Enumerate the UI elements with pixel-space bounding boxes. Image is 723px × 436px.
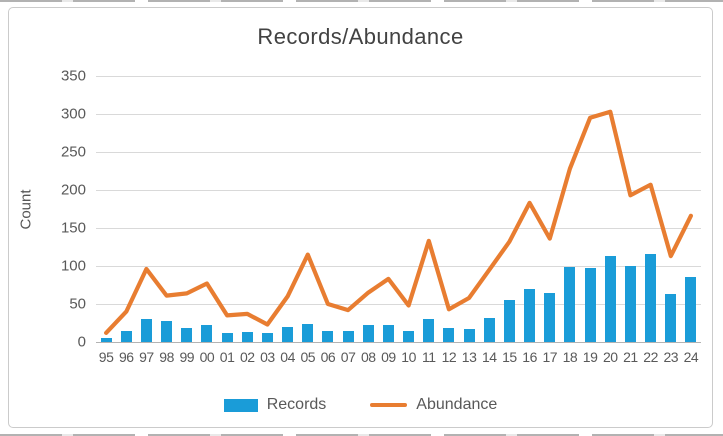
x-tick-label-21: 21 <box>623 349 638 365</box>
x-tick-label-01: 01 <box>219 349 235 365</box>
x-tick-label-10: 10 <box>401 349 416 365</box>
bar-09 <box>382 324 394 342</box>
bar-99 <box>181 328 193 342</box>
bar-24 <box>685 277 697 342</box>
bar-96 <box>120 330 132 342</box>
bar-97 <box>140 319 152 342</box>
x-tick-label-98: 98 <box>159 349 174 365</box>
bar-21 <box>624 266 636 342</box>
bar-95 <box>100 338 112 342</box>
abundance-line <box>104 109 694 335</box>
x-tick-label-24: 24 <box>683 349 699 365</box>
x-tick-label-04: 04 <box>280 349 295 365</box>
x-tick-label-22: 22 <box>643 349 658 365</box>
abundance-swatch-icon <box>370 402 408 408</box>
x-tick-label-19: 19 <box>582 349 598 365</box>
bar-02 <box>241 332 253 342</box>
x-tick-label-15: 15 <box>502 349 517 365</box>
bar-06 <box>322 330 334 342</box>
plot-area: 0 50 100 150 200 250 300 350 95 96 97 98 99 00 01 02 03… <box>61 68 701 365</box>
x-tick-label-13: 13 <box>461 349 477 365</box>
gridline-50 <box>96 304 701 305</box>
spreadsheet-gridline-top <box>0 0 723 2</box>
bar-22 <box>645 253 657 342</box>
x-tick-label-06: 06 <box>320 349 336 365</box>
y-tick-label-150: 150 <box>60 219 86 237</box>
x-axis-line <box>96 342 701 343</box>
legend-item-abundance[interactable]: Abundance <box>370 396 497 414</box>
bar-17 <box>544 292 556 342</box>
x-tick-label-99: 99 <box>179 349 195 365</box>
bar-10 <box>403 330 415 342</box>
chart-title: Records/Abundance <box>257 24 464 49</box>
bar-12 <box>443 328 455 342</box>
x-tick-label-18: 18 <box>562 349 578 365</box>
chart-container[interactable]: Records/Abundance Count 0 50 100 150 200 250 3… <box>8 7 713 428</box>
x-tick-label-23: 23 <box>663 349 679 365</box>
y-tick-label-200: 200 <box>60 181 86 199</box>
bar-01 <box>221 332 233 342</box>
x-tick-label-00: 00 <box>199 349 215 365</box>
bar-14 <box>483 317 495 342</box>
spreadsheet-gridline-bottom <box>0 434 723 436</box>
bar-20 <box>604 256 616 342</box>
x-tick-label-11: 11 <box>421 349 436 365</box>
y-tick-label-350: 350 <box>60 67 86 85</box>
legend-label-records: Records <box>266 396 327 413</box>
x-tick-label-09: 09 <box>381 349 396 365</box>
records-swatch-icon <box>223 398 258 412</box>
legend: Records Abundance <box>9 396 712 414</box>
gridline-250 <box>96 152 701 153</box>
x-tick-label-97: 97 <box>139 349 154 365</box>
bar-00 <box>201 325 213 342</box>
gridline-300 <box>96 114 701 115</box>
y-tick-label-250: 250 <box>60 143 86 161</box>
abundance-line-path <box>104 109 694 335</box>
bar-18 <box>564 266 576 342</box>
y-tick-label-100: 100 <box>60 257 86 275</box>
x-tick-label-16: 16 <box>522 349 537 365</box>
x-tick-label-95: 95 <box>98 349 114 365</box>
x-tick-label-20: 20 <box>602 349 618 365</box>
x-tick-label-14: 14 <box>481 349 497 365</box>
bar-19 <box>584 268 596 342</box>
x-tick-label-08: 08 <box>360 349 376 365</box>
gridline-100 <box>96 266 701 267</box>
bar-16 <box>524 288 536 342</box>
x-tick-label-96: 96 <box>118 349 134 365</box>
x-tick-label-02: 02 <box>239 349 255 365</box>
bar-13 <box>463 329 475 342</box>
bar-07 <box>342 331 354 342</box>
bar-05 <box>302 323 314 342</box>
legend-item-records[interactable]: Records <box>223 396 327 414</box>
y-tick-label-0: 0 <box>77 333 86 351</box>
gridline-200 <box>96 190 701 191</box>
x-tick-label-07: 07 <box>340 349 356 365</box>
y-tick-label-300: 300 <box>60 105 86 123</box>
y-axis-title: Count <box>17 189 35 230</box>
y-tick-label-50: 50 <box>69 295 86 313</box>
bar-08 <box>362 325 374 342</box>
gridline-150 <box>96 228 701 229</box>
gridline-350 <box>96 76 701 77</box>
bar-98 <box>161 321 173 342</box>
x-tick-label-03: 03 <box>260 349 275 365</box>
bar-15 <box>503 300 515 342</box>
x-tick-label-17: 17 <box>542 349 558 365</box>
x-tick-label-12: 12 <box>441 349 457 365</box>
bar-04 <box>282 326 294 342</box>
bar-03 <box>261 332 273 342</box>
bar-23 <box>665 294 677 342</box>
legend-label-abundance: Abundance <box>416 396 498 413</box>
bar-11 <box>423 319 435 342</box>
x-tick-label-05: 05 <box>300 349 316 365</box>
